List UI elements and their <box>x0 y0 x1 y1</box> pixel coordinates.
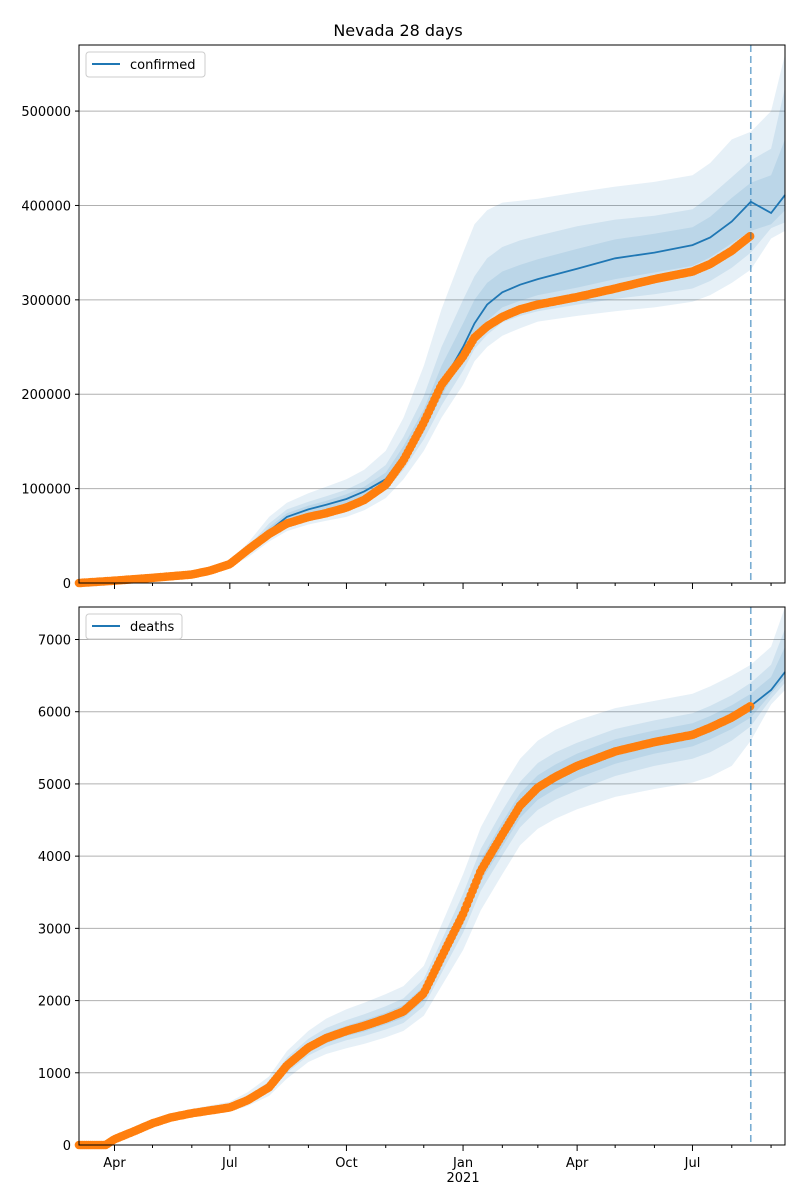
confirmed-axes-frame <box>78 44 786 584</box>
x-tick-label: Jan <box>452 1156 473 1171</box>
x-tick-label: Oct <box>335 1156 357 1171</box>
confirmed-legend-label: confirmed <box>130 58 196 73</box>
confirmed-legend: confirmed <box>85 51 206 78</box>
confirmed-y-tick-label: 200000 <box>21 388 71 403</box>
deaths-y-tick-label: 4000 <box>38 850 71 865</box>
x-year-label: 2021 <box>447 1171 480 1186</box>
deaths-y-tick-label: 6000 <box>38 706 71 721</box>
confirmed-legend-box <box>85 51 206 78</box>
deaths-legend-label: deaths <box>130 620 175 635</box>
deaths-panel: 0 1000 2000 3000 4000 5000 6000 7000 deaths <box>38 606 786 1154</box>
deaths-y-tick-label: 0 <box>63 1139 71 1154</box>
confirmed-y-tick-label: 100000 <box>21 483 71 498</box>
deaths-y-tick-label: 7000 <box>38 633 71 648</box>
chart-title: Nevada 28 days <box>333 21 462 40</box>
deaths-legend-box <box>85 613 183 640</box>
deaths-band-outer <box>79 607 785 1145</box>
x-tick-label: Apr <box>103 1156 126 1171</box>
confirmed-band-inner <box>79 139 785 583</box>
deaths-legend: deaths <box>85 613 183 640</box>
confirmed-y-tick-label: 400000 <box>21 199 71 214</box>
x-tick-label: Jul <box>221 1156 238 1171</box>
x-tick-label: Apr <box>566 1156 589 1171</box>
deaths-y-tick-label: 2000 <box>38 995 71 1010</box>
confirmed-panel: 0 100000 200000 300000 400000 500000 confirme… <box>21 44 786 592</box>
confirmed-band-outer <box>79 54 785 583</box>
confirmed-y-tick-label: 0 <box>63 577 71 592</box>
deaths-y-tick-label: 1000 <box>38 1067 71 1082</box>
x-axis: Apr Jul Oct Jan Apr Jul 2021 <box>103 583 772 1186</box>
confirmed-y-tick-label: 500000 <box>21 105 71 120</box>
confirmed-band-middle <box>79 87 785 583</box>
deaths-y-tick-label: 3000 <box>38 922 71 937</box>
deaths-y-tick-label: 5000 <box>38 778 71 793</box>
confirmed-y-tick-label: 300000 <box>21 294 71 309</box>
deaths-axes-frame <box>78 606 786 1146</box>
x-tick-label: Jul <box>684 1156 701 1171</box>
